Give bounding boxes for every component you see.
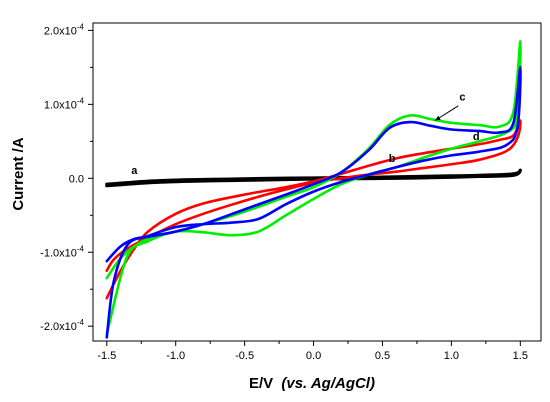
y-tick-mantissa: -1.0x10 bbox=[40, 247, 77, 259]
curve-label-c: c bbox=[459, 92, 465, 104]
y-tick-exponent: -4 bbox=[77, 318, 85, 327]
y-tick-mantissa: 0.0 bbox=[69, 173, 84, 185]
x-axis-title: E/V (vs. Ag/AgCl) bbox=[249, 375, 375, 392]
y-tick-label: 0.0 bbox=[69, 173, 84, 185]
series-layer bbox=[105, 40, 522, 339]
y-tick-mantissa: 1.0x10 bbox=[44, 99, 77, 111]
x-tick-label: 1.5 bbox=[513, 350, 528, 362]
x-tick-label: 0.0 bbox=[306, 350, 321, 362]
series-b-line bbox=[105, 119, 522, 300]
y-tick-label: -2.0x10-4 bbox=[40, 318, 84, 333]
x-axis-title-paren: (vs. Ag/AgCl) bbox=[281, 375, 375, 392]
plot-frame bbox=[92, 22, 542, 342]
y-tick-mantissa: -2.0x10 bbox=[40, 321, 77, 333]
curve-label-b: b bbox=[389, 153, 396, 165]
y-tick-label: -1.0x10-4 bbox=[40, 244, 84, 259]
y-tick-label: 2.0x10-4 bbox=[44, 22, 85, 37]
annotation-layer: a b c d bbox=[131, 92, 479, 177]
curve-label-d: d bbox=[473, 131, 480, 143]
y-tick-exponent: -4 bbox=[77, 96, 85, 105]
series-d-line bbox=[105, 66, 522, 339]
x-tick-label: -0.5 bbox=[235, 350, 254, 362]
x-axis-title-main: E/V bbox=[249, 375, 273, 392]
x-tick-label: 0.5 bbox=[375, 350, 390, 362]
series-c-line bbox=[105, 40, 522, 339]
y-axis-title: Current /A bbox=[10, 137, 27, 211]
y-tick-label: 1.0x10-4 bbox=[44, 96, 85, 111]
series-a-line bbox=[105, 168, 522, 188]
y-tick-exponent: -4 bbox=[77, 22, 85, 31]
y-tick-mantissa: 2.0x10 bbox=[44, 25, 77, 37]
x-tick-label: 1.0 bbox=[444, 350, 459, 362]
x-tick-label: -1.5 bbox=[97, 350, 116, 362]
x-tick-label: -1.0 bbox=[166, 350, 185, 362]
curve-label-a: a bbox=[131, 165, 138, 177]
axes-layer: -1.5 -1.0 -0.5 0.0 0.5 1.0 1.5-2.0x10-4-1.0x10… bbox=[40, 22, 542, 362]
y-tick-exponent: -4 bbox=[77, 244, 85, 253]
curve-c-pointer-arrowhead bbox=[434, 115, 441, 121]
